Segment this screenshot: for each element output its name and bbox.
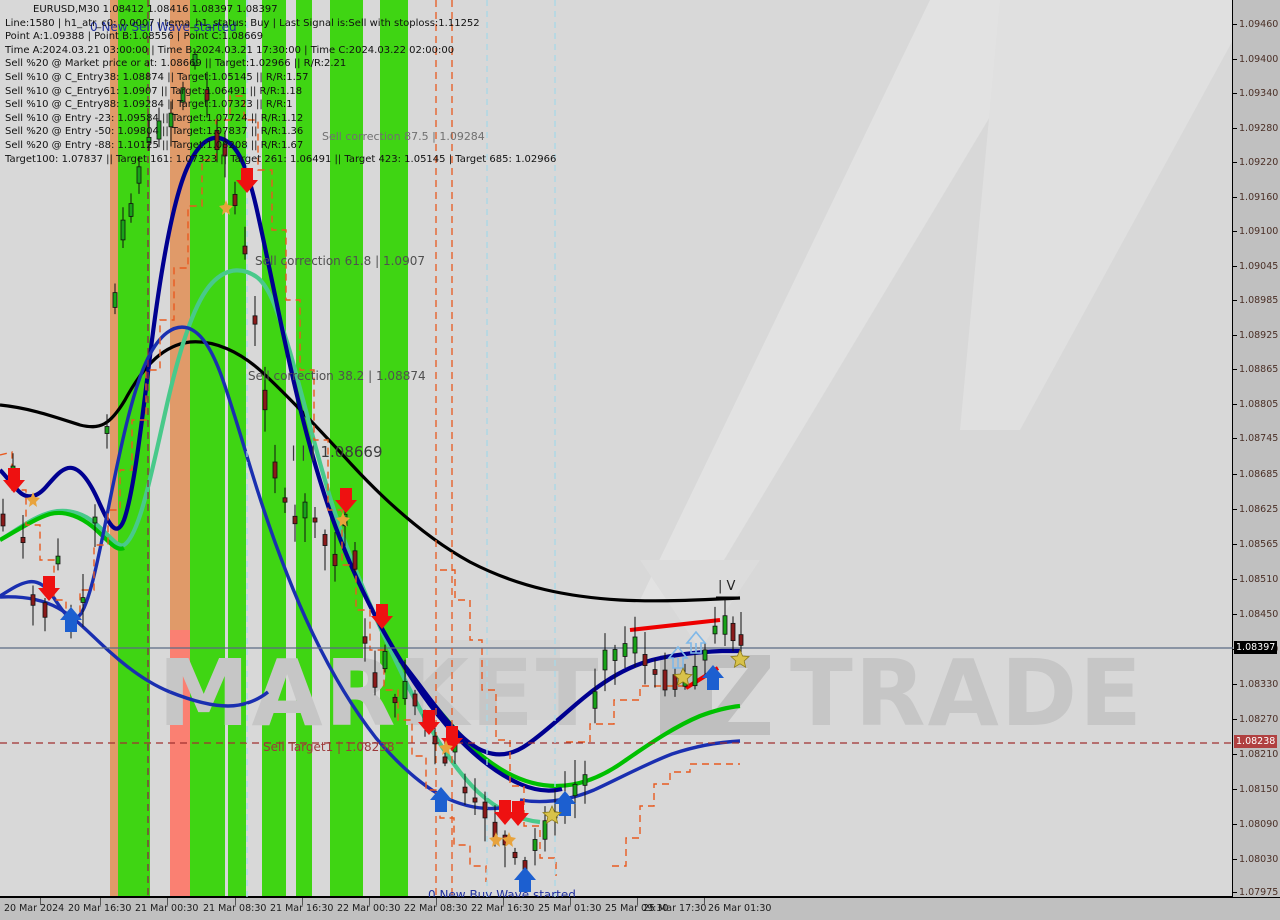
price-tick: 1.08625 <box>1233 504 1280 516</box>
annotation-sell-target1: Sell Target1 | 1.08238 <box>263 740 395 754</box>
price-tick: 1.08685 <box>1233 469 1280 481</box>
time-separator <box>369 898 370 905</box>
candlesticks <box>0 49 744 886</box>
price-tick: 1.09220 <box>1233 157 1280 169</box>
annotation-new-sell-wave: 0 New Sell Wave started <box>90 20 237 34</box>
time-tick: 25 Mar 09:30 <box>605 903 669 914</box>
price-tick: 1.08030 <box>1233 854 1280 866</box>
chart-plot-area[interactable]: MARKET TRADE <box>0 0 1233 897</box>
time-separator <box>637 898 638 905</box>
price-tick: 1.08090 <box>1233 819 1280 831</box>
price-tick: 1.08510 <box>1233 574 1280 586</box>
time-separator <box>570 898 571 905</box>
session-band <box>228 0 246 897</box>
logo-watermark <box>0 0 1233 897</box>
time-separator <box>40 898 41 905</box>
price-tick: 1.08805 <box>1233 399 1280 411</box>
time-tick: 20 Mar 2024 <box>4 903 65 914</box>
annotation-point-c-price: | | | 1.08669 <box>291 443 383 461</box>
price-tick: 1.08565 <box>1233 539 1280 551</box>
time-separator <box>704 898 705 905</box>
session-band <box>296 0 312 897</box>
session-band <box>262 0 286 897</box>
annotation-sell-correction-875: Sell correction 87.5 | 1.09284 <box>322 130 485 143</box>
time-separator <box>167 898 168 905</box>
price-tick: 1.09045 <box>1233 261 1280 273</box>
alert-price-label: 1.08238 <box>1234 735 1278 748</box>
price-tick: 1.08330 <box>1233 679 1280 691</box>
price-tick: 1.08210 <box>1233 749 1280 761</box>
price-tick: 1.07975 <box>1233 887 1280 899</box>
time-tick: 21 Mar 08:30 <box>203 903 267 914</box>
time-separator <box>235 898 236 905</box>
price-tick: 1.09460 <box>1233 19 1280 31</box>
time-tick: 26 Mar 01:30 <box>708 903 772 914</box>
price-tick: 1.09160 <box>1233 192 1280 204</box>
signal-markers <box>3 168 750 892</box>
price-tick: 1.09400 <box>1233 54 1280 66</box>
annotation-sell-correction-618: Sell correction 61.8 | 1.0907 <box>255 254 425 268</box>
price-tick: 1.08150 <box>1233 784 1280 796</box>
price-tick: 1.08745 <box>1233 433 1280 445</box>
time-separator <box>302 898 303 905</box>
price-tick: 1.09340 <box>1233 88 1280 100</box>
time-tick: 21 Mar 00:30 <box>135 903 199 914</box>
price-tick: 1.09280 <box>1233 123 1280 135</box>
watermark-left: MARKET <box>158 640 601 747</box>
time-tick: 22 Mar 16:30 <box>471 903 535 914</box>
time-tick: 25 Mar 17:30 <box>643 903 707 914</box>
session-band <box>118 0 150 897</box>
time-tick: 22 Mar 08:30 <box>404 903 468 914</box>
annotation-last-price-marker: | V <box>718 579 736 594</box>
annotation-sell-correction-382: Sell correction 38.2 | 1.08874 <box>248 369 426 383</box>
time-tick: 25 Mar 01:30 <box>538 903 602 914</box>
price-tick: 1.08270 <box>1233 714 1280 726</box>
price-tick: 1.08925 <box>1233 330 1280 342</box>
price-tick: 1.08865 <box>1233 364 1280 376</box>
watermark-right: TRADE <box>790 640 1145 747</box>
price-tick: 1.08985 <box>1233 295 1280 307</box>
price-tick: 1.08450 <box>1233 609 1280 621</box>
time-tick: 20 Mar 16:30 <box>68 903 132 914</box>
time-separator <box>436 898 437 905</box>
time-separator <box>503 898 504 905</box>
annotation-new-buy-wave: 0 New Buy Wave started <box>428 888 576 897</box>
time-axis[interactable]: 20 Mar 2024 20 Mar 16:30 21 Mar 00:30 21 Ma… <box>0 897 1280 920</box>
time-tick: 22 Mar 00:30 <box>337 903 401 914</box>
price-tick: 1.09100 <box>1233 226 1280 238</box>
time-tick: 21 Mar 16:30 <box>270 903 334 914</box>
price-axis[interactable]: 1.09460 1.09400 1.09340 1.09280 1.09220 1.091… <box>1233 0 1280 899</box>
current-price-label: 1.08397 <box>1234 641 1278 654</box>
time-separator <box>100 898 101 905</box>
